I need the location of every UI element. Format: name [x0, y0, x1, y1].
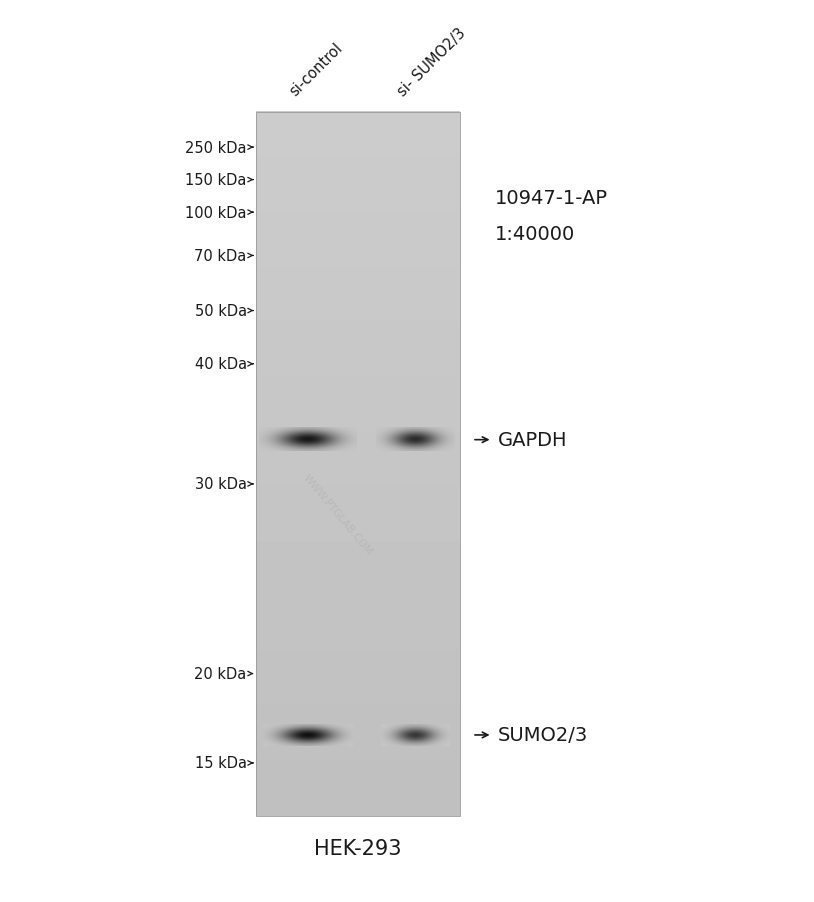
Text: si- SUMO2/3: si- SUMO2/3	[395, 25, 469, 99]
Text: 100 kDa: 100 kDa	[185, 206, 247, 220]
Text: 20 kDa: 20 kDa	[195, 667, 247, 681]
Text: 30 kDa: 30 kDa	[195, 477, 247, 492]
Text: 250 kDa: 250 kDa	[185, 141, 247, 155]
Text: 40 kDa: 40 kDa	[195, 357, 247, 372]
Text: 1:40000: 1:40000	[495, 225, 575, 244]
Bar	[256, 113, 460, 816]
Text: 10947-1-AP: 10947-1-AP	[495, 189, 608, 208]
Text: 50 kDa: 50 kDa	[195, 304, 247, 318]
Text: 150 kDa: 150 kDa	[186, 173, 247, 188]
Text: si-control: si-control	[287, 41, 345, 99]
Text: 70 kDa: 70 kDa	[195, 249, 247, 263]
Text: WWW.PTGLAB.COM: WWW.PTGLAB.COM	[301, 472, 374, 557]
Text: HEK-293: HEK-293	[314, 838, 402, 858]
Text: GAPDH: GAPDH	[498, 430, 567, 450]
Text: 15 kDa: 15 kDa	[195, 756, 247, 770]
Text: SUMO2/3: SUMO2/3	[498, 725, 589, 745]
